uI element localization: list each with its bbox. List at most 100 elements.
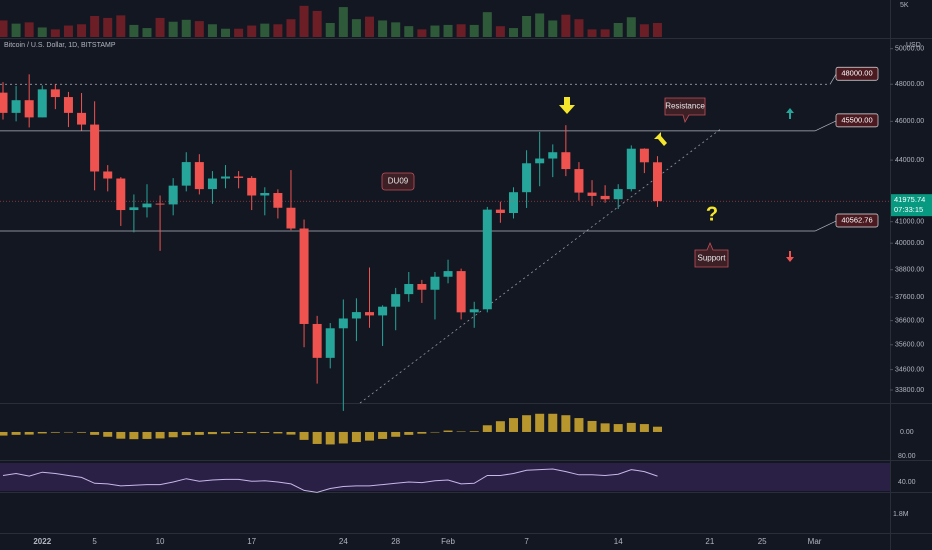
y-tick-label: 33800.00 bbox=[895, 387, 924, 394]
y-tick-label: 80.00 bbox=[898, 453, 916, 460]
last-price-label: 41975.74 bbox=[894, 195, 925, 204]
volume-bar bbox=[365, 16, 375, 37]
macd-bar bbox=[548, 413, 558, 432]
macd-bar bbox=[522, 415, 532, 432]
candle-body bbox=[286, 207, 296, 229]
arrow-down bbox=[786, 251, 794, 262]
x-tick-label: 2022 bbox=[33, 537, 51, 546]
candle-body bbox=[77, 112, 87, 125]
macd-bar bbox=[561, 415, 571, 432]
candle-body bbox=[260, 193, 270, 196]
annotation: Resistance bbox=[665, 102, 705, 111]
last-price-box bbox=[891, 194, 932, 217]
x-tick-label: Mar bbox=[808, 537, 822, 546]
y-tick-label: 41000.00 bbox=[895, 219, 924, 226]
callout bbox=[694, 241, 729, 268]
candle-body bbox=[0, 92, 8, 113]
candle-body bbox=[155, 203, 165, 205]
arrow bbox=[654, 132, 667, 146]
macd-bar bbox=[63, 431, 73, 433]
volume-bar bbox=[469, 24, 479, 37]
volume-bar bbox=[234, 28, 244, 37]
candle-body bbox=[365, 312, 375, 316]
candle-body bbox=[391, 294, 401, 307]
candle-body bbox=[652, 162, 662, 202]
macd-bar bbox=[50, 431, 60, 433]
volume-bar bbox=[24, 22, 34, 37]
volume-bar bbox=[221, 28, 231, 37]
volume-bar bbox=[103, 17, 113, 37]
volume-bar bbox=[430, 25, 440, 37]
volume-bar bbox=[587, 29, 597, 37]
macd-bar bbox=[325, 431, 335, 445]
volume-bar bbox=[351, 19, 361, 37]
macd-bar bbox=[338, 431, 348, 444]
currency-label: USD bbox=[906, 42, 921, 49]
macd-bar bbox=[168, 431, 178, 438]
rsi-line bbox=[2, 468, 658, 493]
candle-body bbox=[351, 312, 361, 319]
macd-bar bbox=[260, 431, 270, 433]
volume-bar bbox=[273, 24, 283, 37]
candle-body bbox=[495, 209, 505, 213]
level-label-box bbox=[835, 66, 879, 81]
volume-bar bbox=[391, 22, 401, 37]
level-connector bbox=[829, 74, 837, 85]
level-label-box bbox=[835, 213, 879, 228]
y-tick-label: 0.00 bbox=[900, 429, 914, 436]
candle-body bbox=[247, 177, 257, 196]
arrow-up bbox=[786, 108, 794, 119]
macd-bar bbox=[0, 431, 8, 436]
candle-body bbox=[508, 192, 518, 213]
candle-body bbox=[103, 171, 113, 179]
candle-body bbox=[37, 89, 47, 118]
candle-body bbox=[338, 318, 348, 329]
level-connector bbox=[814, 220, 837, 232]
volume-bar bbox=[63, 25, 73, 37]
macd-bar bbox=[508, 418, 518, 432]
volume-bar bbox=[90, 16, 100, 37]
volume-bar bbox=[77, 24, 87, 37]
volume-bar bbox=[495, 26, 505, 37]
volume-bar bbox=[37, 27, 47, 37]
macd-bar bbox=[11, 431, 21, 435]
candle-body bbox=[142, 203, 152, 208]
y-tick-label: 40000.00 bbox=[895, 240, 924, 247]
macd-bar bbox=[378, 431, 388, 439]
volume-bar bbox=[155, 17, 165, 37]
callout bbox=[381, 172, 415, 191]
candle-body bbox=[234, 176, 244, 178]
level-connector bbox=[814, 120, 837, 132]
candle-body bbox=[522, 163, 532, 193]
candle-body bbox=[273, 193, 283, 208]
candle-body bbox=[613, 189, 623, 200]
volume-bar bbox=[181, 19, 191, 37]
volume-bar bbox=[652, 23, 662, 37]
volume-bar bbox=[522, 16, 532, 37]
x-tick-label: 7 bbox=[524, 537, 529, 546]
macd-bar bbox=[613, 424, 623, 432]
candle-body bbox=[194, 162, 204, 190]
candle-body bbox=[129, 207, 139, 211]
x-tick-label: Feb bbox=[441, 537, 455, 546]
candle-body bbox=[548, 152, 558, 159]
macd-bar bbox=[443, 430, 453, 432]
macd-bar bbox=[365, 431, 375, 441]
macd-bar bbox=[77, 431, 87, 433]
y-tick-label: 37600.00 bbox=[895, 294, 924, 301]
volume-bar bbox=[312, 10, 322, 37]
macd-bar bbox=[129, 431, 139, 440]
macd-bar bbox=[273, 431, 283, 434]
annotation: DU09 bbox=[388, 177, 409, 186]
volume-bar bbox=[404, 26, 414, 37]
volume-bar bbox=[626, 17, 636, 37]
volume-bar bbox=[443, 24, 453, 37]
macd-bar bbox=[221, 431, 231, 434]
level-label-box bbox=[835, 113, 879, 128]
candle-body bbox=[639, 148, 649, 163]
volume-bar bbox=[299, 5, 309, 37]
macd-bar bbox=[234, 431, 244, 433]
